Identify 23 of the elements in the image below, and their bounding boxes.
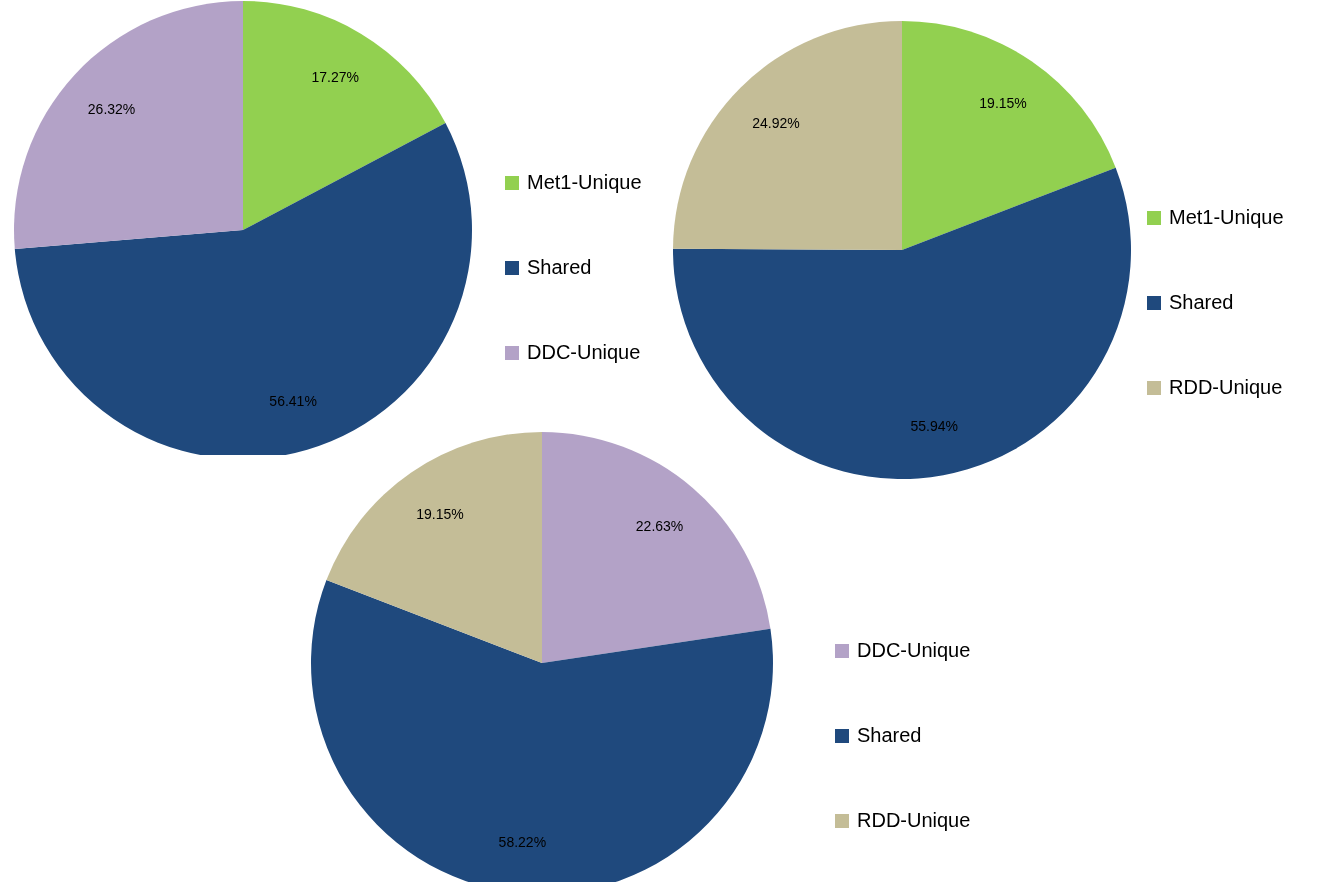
pie-slice <box>673 167 1131 479</box>
pie-slice <box>673 21 902 250</box>
legend-label: Met1-Unique <box>527 171 642 194</box>
legend-label: Shared <box>527 256 592 279</box>
data-label: 24.92% <box>752 115 800 132</box>
data-label: 26.32% <box>87 101 136 118</box>
pie-slice <box>14 1 243 249</box>
data-label: 19.15% <box>416 506 464 523</box>
pie-slice <box>243 1 446 230</box>
data-label: 22.63% <box>635 518 684 535</box>
data-label: 55.94% <box>910 417 958 434</box>
legend-label: Met1-Unique <box>1169 206 1284 229</box>
legend-label: RDD-Unique <box>1169 376 1283 399</box>
pie-slice <box>902 21 1116 250</box>
legend-label: Shared <box>1169 291 1234 314</box>
legend-label: DDC-Unique <box>857 639 971 662</box>
data-label: 58.22% <box>498 834 547 851</box>
legend-label: RDD-Unique <box>857 809 971 832</box>
data-label: 19.15% <box>979 94 1027 111</box>
data-label: 17.27% <box>311 69 359 86</box>
legend-label: Shared <box>857 724 922 747</box>
legend-label: DDC-Unique <box>527 341 641 364</box>
data-label: 56.41% <box>269 393 317 410</box>
